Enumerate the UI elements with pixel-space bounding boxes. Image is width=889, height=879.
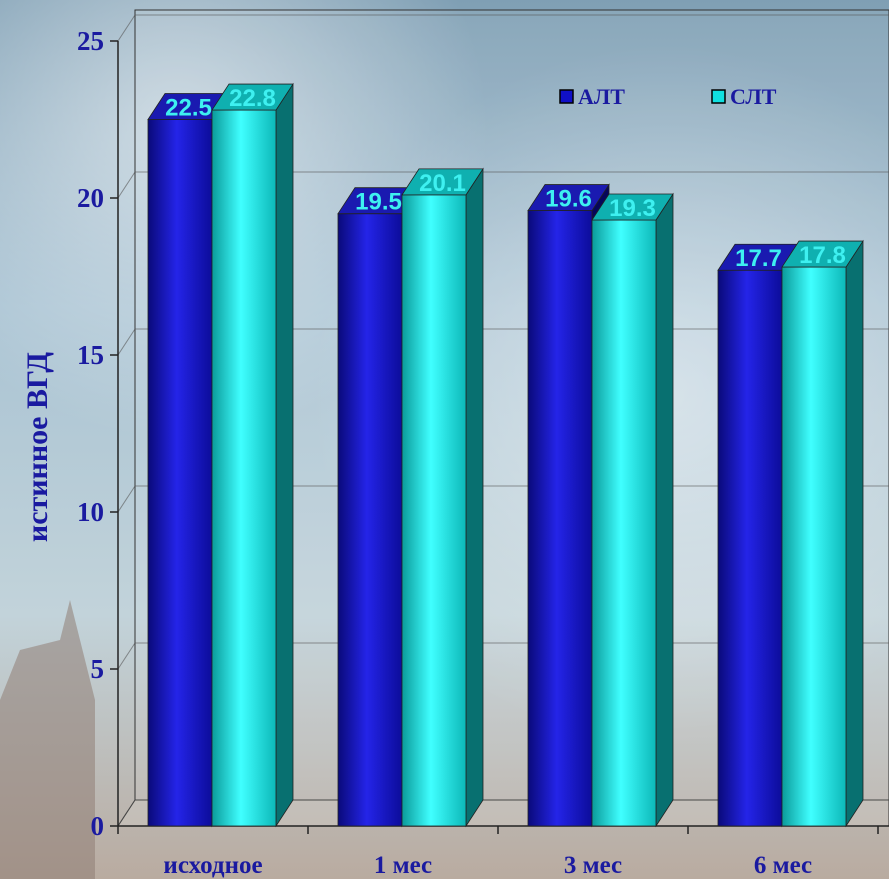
y-axis-label: истинное ВГД xyxy=(21,351,54,543)
y-tick-label: 20 xyxy=(77,183,104,213)
data-label: 19.5 xyxy=(355,189,402,216)
gridline-side xyxy=(117,14,136,42)
legend-label: СЛТ xyxy=(730,84,777,109)
y-tick-label: 15 xyxy=(77,340,104,370)
legend-item: АЛТ xyxy=(559,84,625,109)
bar-top xyxy=(211,83,294,111)
bar-slt xyxy=(591,192,674,828)
gridline-side xyxy=(117,485,136,513)
y-axis-label-wrap: истинное ВГД xyxy=(8,260,68,640)
data-label: 22.5 xyxy=(165,95,212,122)
x-tick-label: 1 мес xyxy=(374,852,432,879)
bar-front xyxy=(337,213,403,827)
bar-front xyxy=(147,119,213,827)
y-tick-labels: 0 5 10 15 20 25 xyxy=(77,26,118,841)
bar-top xyxy=(591,193,674,221)
y-tick-label: 25 xyxy=(77,26,104,56)
legend-item: СЛТ xyxy=(711,84,777,109)
bar-front xyxy=(717,269,783,827)
bar-slt xyxy=(401,167,484,828)
bar-side xyxy=(655,192,674,828)
legend-label: АЛТ xyxy=(578,84,625,109)
bar-side xyxy=(845,239,864,828)
bar-slt xyxy=(211,82,294,828)
plot-walls xyxy=(117,9,889,827)
x-tick-labels: исходное 1 мес 3 мес 6 мес xyxy=(163,852,812,879)
gridline-side xyxy=(117,799,136,827)
legend-swatch xyxy=(711,89,726,104)
legend: АЛТ СЛТ xyxy=(559,84,777,109)
legend-swatch xyxy=(559,89,574,104)
data-label: 19.6 xyxy=(545,186,592,213)
bar-front xyxy=(591,219,657,827)
bar-slt xyxy=(781,239,864,828)
bar-top xyxy=(401,168,484,196)
data-labels: 22.5 22.8 19.5 20.1 19.6 19.3 17.7 17.8 xyxy=(165,85,846,272)
data-label: 17.8 xyxy=(799,242,846,269)
gridline-side xyxy=(117,171,136,199)
bar-side xyxy=(465,167,484,828)
bar-front xyxy=(211,109,277,827)
x-tick-label: исходное xyxy=(163,852,262,879)
bar-top xyxy=(527,184,610,211)
gridline-side xyxy=(117,328,136,356)
bars xyxy=(147,82,864,828)
bar-top xyxy=(781,240,864,268)
y-tick-label: 0 xyxy=(91,811,105,841)
y-tick-label: 5 xyxy=(91,654,105,684)
data-label: 17.7 xyxy=(735,245,782,272)
x-tick-label: 3 мес xyxy=(564,852,622,879)
data-label: 22.8 xyxy=(229,85,276,112)
gridline-side xyxy=(117,642,136,670)
x-tick-label: 6 мес xyxy=(754,852,812,879)
y-tick-label: 10 xyxy=(77,497,104,527)
bar-side xyxy=(275,82,294,828)
bar-front xyxy=(527,210,593,827)
data-label: 20.1 xyxy=(419,170,466,197)
bar-front xyxy=(401,194,467,827)
bar-alt xyxy=(337,186,420,828)
data-label: 19.3 xyxy=(609,195,656,222)
bar-front xyxy=(781,266,847,827)
